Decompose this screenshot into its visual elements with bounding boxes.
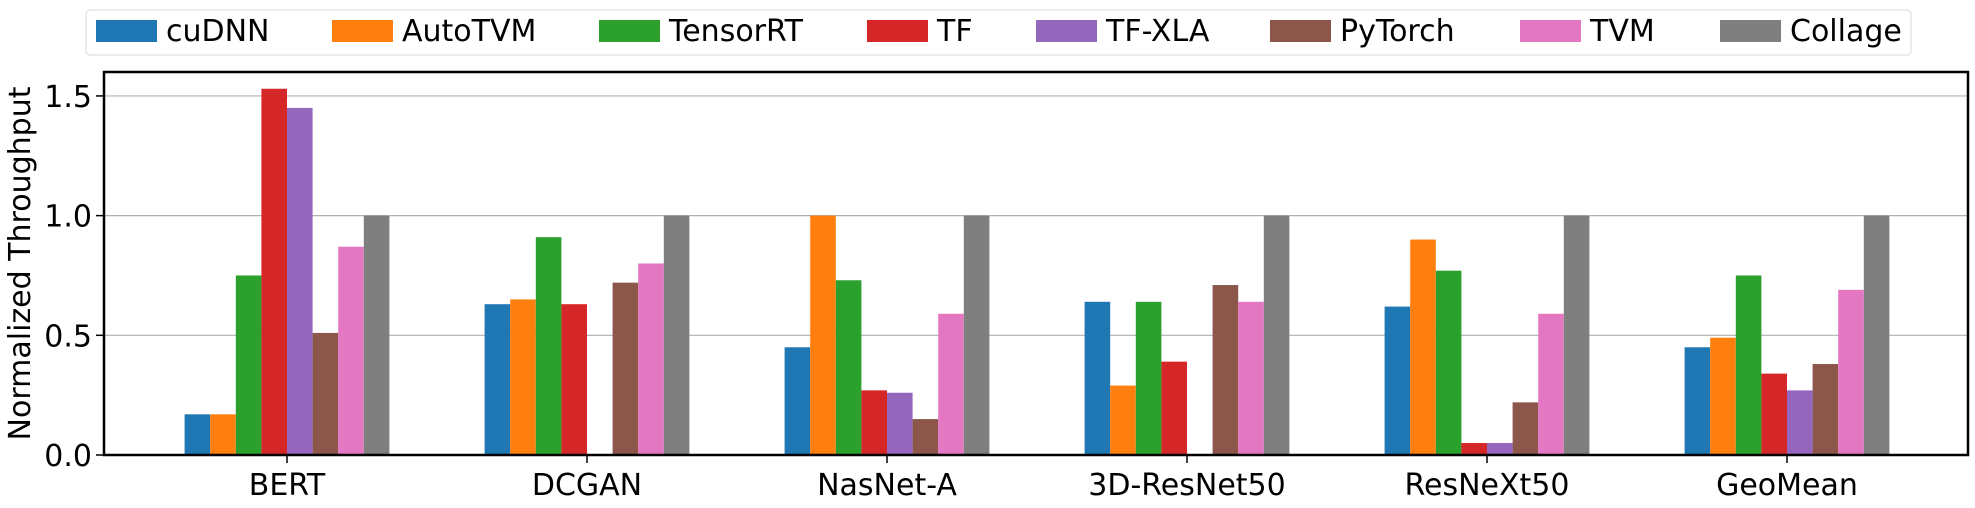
bar-autotvm-bert [210, 414, 236, 455]
bars [184, 88, 1890, 456]
legend-label: TensorRT [668, 14, 804, 49]
bar-cudnn-nasnet-a [784, 347, 811, 455]
y-tick-label: 1.0 [44, 200, 92, 235]
bar-pytorch-3d-resnet50 [1212, 285, 1239, 455]
y-tick-label: 0.0 [44, 439, 92, 474]
bar-autotvm-nasnet-a [810, 215, 836, 456]
bar-collage-3d-resnet50 [1263, 215, 1290, 456]
legend-box [85, 9, 1912, 56]
bar-tf-xla-geomean [1787, 390, 1813, 455]
legend-swatch [1270, 20, 1331, 42]
legend-label: AutoTVM [402, 14, 536, 49]
bar-collage-resnext50 [1563, 215, 1590, 456]
legend-label: cuDNN [166, 14, 270, 49]
bar-pytorch-resnext50 [1512, 402, 1539, 455]
legend-swatch [1720, 20, 1781, 42]
bar-tensorrt-resnext50 [1435, 270, 1462, 455]
bar-collage-bert [363, 215, 390, 456]
y-axis-label: Normalized Throughput [3, 86, 38, 440]
bar-autotvm-dcgan [510, 299, 536, 455]
bar-tvm-geomean [1838, 289, 1864, 455]
bar-tf-dcgan [561, 304, 587, 455]
y-tick-label: 1.5 [44, 80, 92, 115]
bar-tf-3d-resnet50 [1161, 361, 1187, 455]
bar-tvm-dcgan [638, 263, 664, 455]
bar-tf-bert [261, 88, 287, 455]
bar-tf-resnext50 [1461, 443, 1487, 455]
legend-label: TVM [1589, 14, 1655, 49]
plot-frame [102, 70, 1970, 457]
legend-swatch [599, 20, 660, 42]
bar-tvm-nasnet-a [938, 313, 964, 455]
bar-pytorch-geomean [1812, 364, 1839, 455]
bar-pytorch-dcgan [612, 282, 639, 455]
x-tick-label: BERT [249, 468, 326, 503]
bar-tf-geomean [1761, 373, 1787, 455]
bar-cudnn-3d-resnet50 [1084, 301, 1111, 455]
bar-tf-xla-bert [287, 107, 313, 455]
bar-cudnn-geomean [1684, 347, 1711, 455]
bar-tensorrt-dcgan [535, 237, 562, 455]
bar-cudnn-dcgan [484, 304, 511, 455]
bar-tensorrt-geomean [1735, 275, 1762, 455]
bar-collage-geomean [1863, 215, 1890, 456]
x-tick-label: GeoMean [1716, 468, 1858, 503]
bar-autotvm-3d-resnet50 [1110, 385, 1136, 455]
legend: cuDNN AutoTVM TensorRT TF TF-XLA PyTorch TVM Co… [85, 9, 1912, 56]
bar-autotvm-geomean [1710, 337, 1736, 455]
bar-cudnn-bert [184, 414, 211, 455]
legend-swatch [96, 20, 157, 42]
legend-swatch [332, 20, 393, 42]
bar-cudnn-resnext50 [1384, 306, 1411, 455]
legend-label: TF [936, 14, 973, 49]
gridlines [104, 95, 1968, 336]
bar-pytorch-bert [312, 332, 339, 455]
x-tick-label: 3D-ResNet50 [1088, 468, 1285, 503]
x-tick-label: NasNet-A [817, 468, 957, 503]
bar-pytorch-nasnet-a [912, 419, 939, 455]
legend-label: PyTorch [1340, 14, 1455, 49]
legend-swatch [1520, 20, 1581, 42]
y-axis: 0.0 0.5 1.0 1.5 [44, 80, 104, 474]
bar-tensorrt-3d-resnet50 [1135, 301, 1162, 455]
legend-label: Collage [1790, 14, 1902, 49]
bar-tvm-3d-resnet50 [1238, 301, 1264, 455]
x-axis: BERT DCGAN NasNet-A 3D-ResNet50 ResNeXt50 Geo… [249, 455, 1858, 503]
x-tick-label: ResNeXt50 [1405, 468, 1570, 503]
legend-swatch [1036, 20, 1097, 42]
bar-tensorrt-nasnet-a [835, 280, 862, 455]
bar-tvm-resnext50 [1538, 313, 1564, 455]
bar-tf-xla-resnext50 [1487, 443, 1513, 455]
legend-label: TF-XLA [1105, 14, 1210, 49]
bar-tensorrt-bert [235, 275, 262, 455]
bar-tvm-bert [338, 246, 364, 455]
bar-collage-nasnet-a [963, 215, 990, 456]
x-tick-label: DCGAN [532, 468, 642, 503]
bar-autotvm-resnext50 [1410, 239, 1436, 455]
legend-swatch [867, 20, 928, 42]
bar-tf-nasnet-a [861, 390, 887, 455]
y-tick-label: 0.5 [44, 319, 92, 354]
bar-collage-dcgan [663, 215, 690, 456]
bar-tf-xla-nasnet-a [887, 392, 913, 455]
